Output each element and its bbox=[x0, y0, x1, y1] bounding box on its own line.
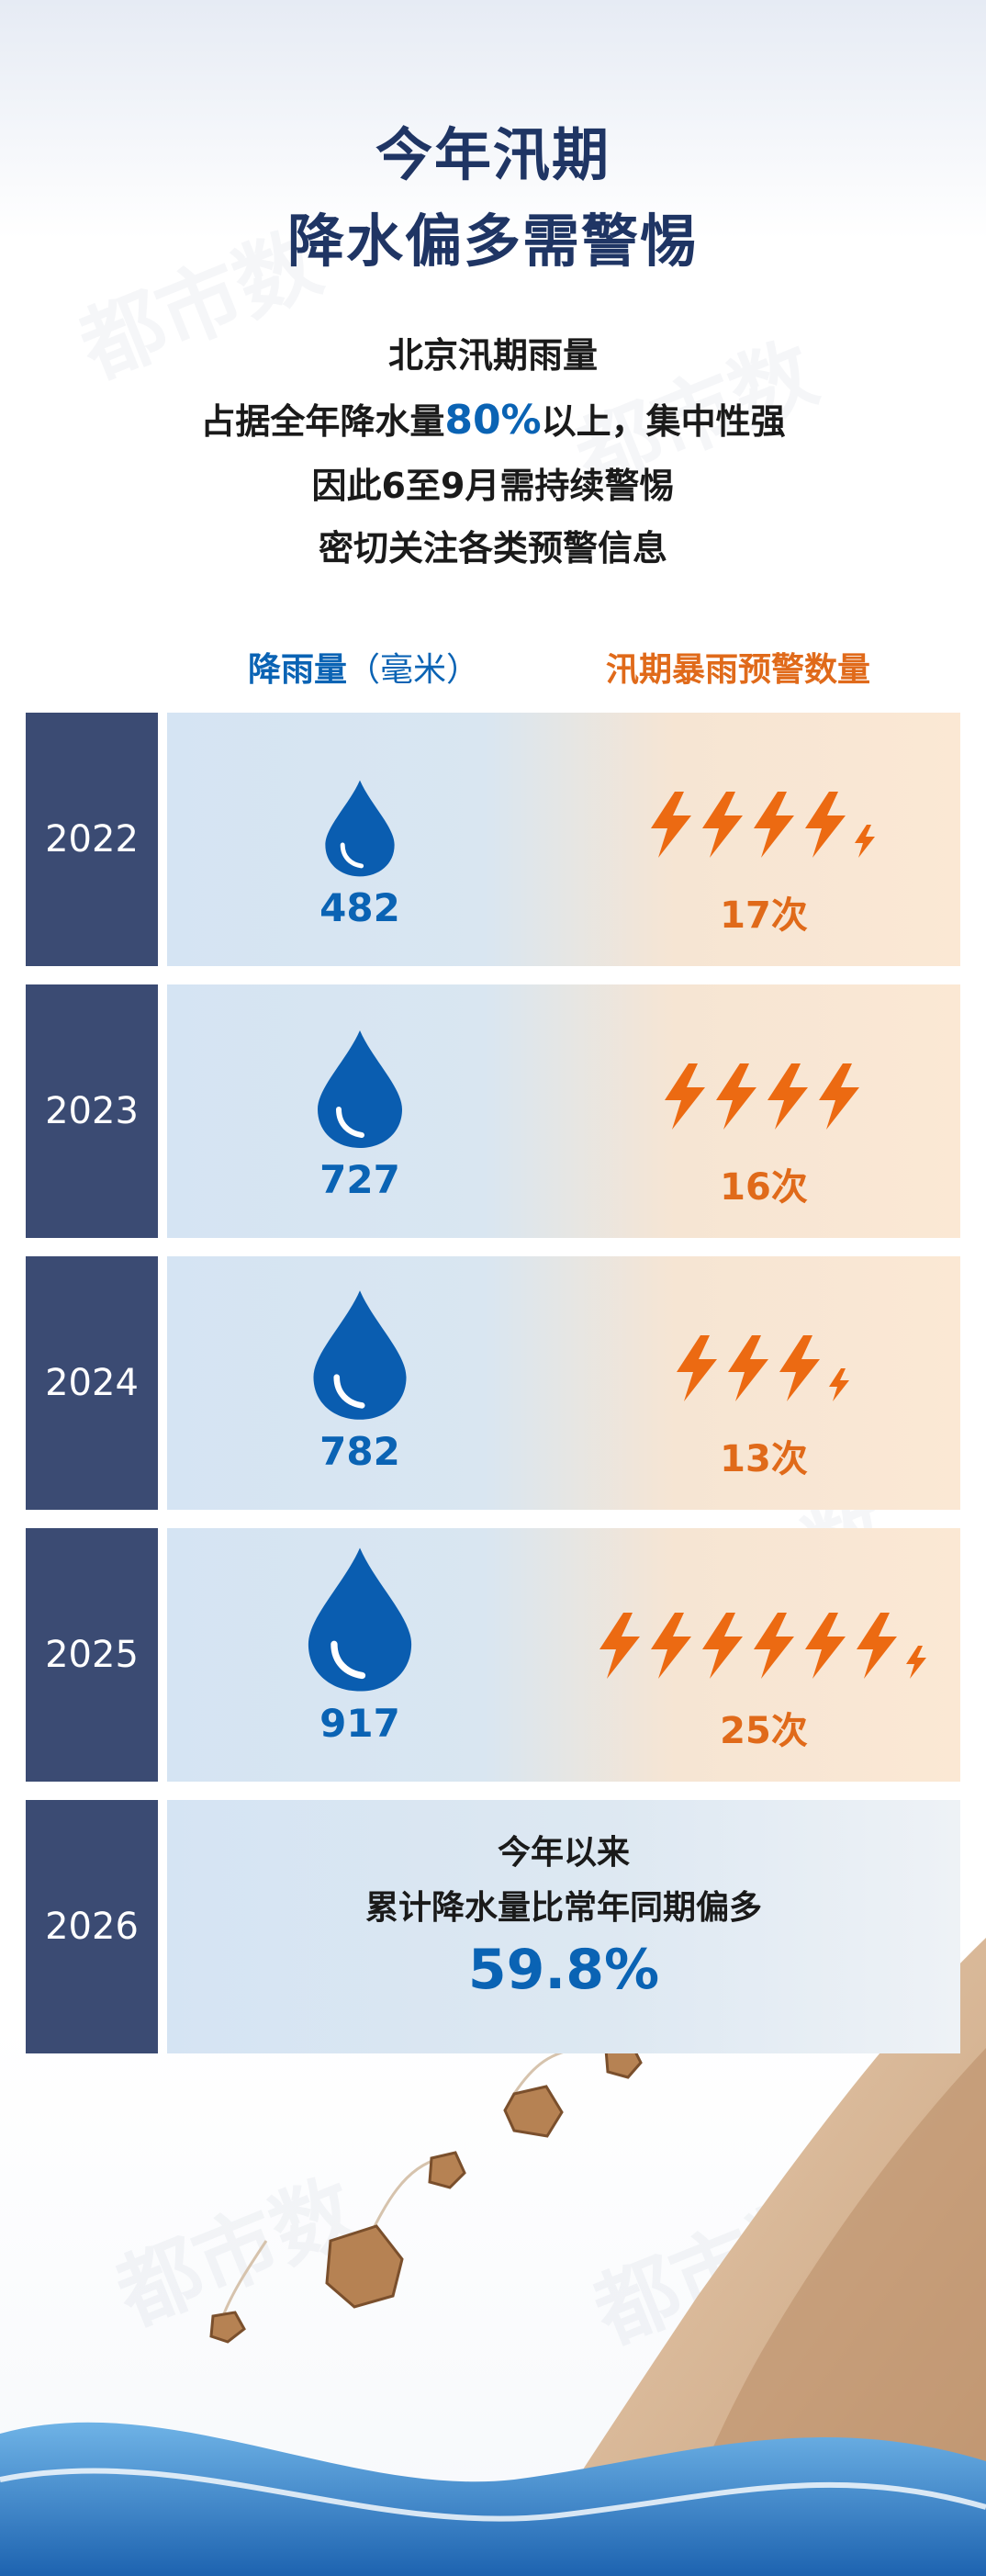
year-row: 2022 482 17次 bbox=[26, 713, 960, 966]
rainfall-value: 782 bbox=[319, 1429, 400, 1474]
lightning-icon bbox=[768, 1063, 808, 1130]
year-panel: 782 13次 bbox=[167, 1256, 960, 1510]
rainfall-value: 482 bbox=[319, 885, 400, 930]
warning-count: 16次 bbox=[720, 1166, 808, 1209]
lightning-group bbox=[596, 1613, 932, 1679]
lightning-group bbox=[661, 1063, 867, 1130]
raindrop-icon bbox=[308, 1547, 412, 1692]
highlight-percent: 80% bbox=[444, 397, 542, 444]
year-panel: 917 25次 bbox=[167, 1528, 960, 1782]
lightning-icon bbox=[651, 792, 691, 858]
warning-column-header: 汛期暴雨预警数量 bbox=[606, 651, 871, 689]
year-row: 2025 917 25次 bbox=[26, 1528, 960, 1782]
lightning-icon bbox=[805, 1613, 846, 1679]
lightning-icon bbox=[665, 1063, 705, 1130]
rainfall-value: 727 bbox=[319, 1157, 400, 1202]
current-value: 59.8% bbox=[467, 1938, 660, 2002]
rock-trail bbox=[512, 2046, 588, 2095]
rock bbox=[503, 2085, 564, 2138]
year-label: 2023 bbox=[26, 984, 158, 1238]
raindrop-icon bbox=[313, 1290, 407, 1420]
year-row: 2023 727 16次 bbox=[26, 984, 960, 1238]
lightning-icon bbox=[599, 1613, 640, 1679]
current-line1: 今年以来 bbox=[497, 1834, 630, 1872]
year-panel: 482 17次 bbox=[167, 713, 960, 966]
subtitle-line1: 北京汛期雨量 bbox=[387, 335, 598, 376]
lightning-icon bbox=[819, 1063, 859, 1130]
current-line2: 累计降水量比常年同期偏多 bbox=[364, 1889, 762, 1927]
warning-count: 17次 bbox=[720, 894, 808, 937]
year-label: 2024 bbox=[26, 1256, 158, 1510]
lightning-icon bbox=[805, 792, 846, 858]
rain-column-header: 降雨量（毫米） bbox=[248, 651, 480, 689]
current-year-panel: 今年以来 累计降水量比常年同期偏多 59.8% bbox=[167, 1800, 960, 2053]
lightning-icon bbox=[677, 1335, 717, 1401]
lightning-icon bbox=[779, 1335, 820, 1401]
current-year-row: 2026 今年以来 累计降水量比常年同期偏多 59.8% bbox=[26, 1800, 960, 2053]
warning-count: 25次 bbox=[720, 1710, 808, 1752]
wave bbox=[0, 2468, 986, 2522]
lightning-icon bbox=[728, 1335, 768, 1401]
lightning-icon bbox=[754, 1613, 794, 1679]
lightning-group bbox=[673, 1335, 855, 1401]
lightning-icon bbox=[906, 1646, 926, 1679]
subtitle-line4: 密切关注各类预警信息 bbox=[318, 528, 667, 568]
rock bbox=[428, 2151, 466, 2189]
rock-trail bbox=[218, 2240, 268, 2324]
lightning-icon bbox=[829, 1368, 849, 1401]
page-title-line2: 降水偏多需警惕 bbox=[286, 208, 699, 275]
year-panel: 727 16次 bbox=[167, 984, 960, 1238]
lightning-icon bbox=[651, 1613, 691, 1679]
subtitle-line3: 因此6至9月需持续警惕 bbox=[311, 466, 675, 506]
lightning-icon bbox=[855, 825, 875, 858]
lightning-icon bbox=[716, 1063, 756, 1130]
raindrop-icon bbox=[325, 780, 395, 877]
raindrop-icon bbox=[318, 1030, 402, 1148]
lightning-group bbox=[647, 792, 880, 858]
warning-count: 13次 bbox=[720, 1438, 808, 1480]
year-row: 2024 782 13次 bbox=[26, 1256, 960, 1510]
lightning-icon bbox=[857, 1613, 897, 1679]
lightning-icon bbox=[702, 1613, 743, 1679]
lightning-icon bbox=[754, 792, 794, 858]
water bbox=[0, 2422, 986, 2576]
rainfall-value: 917 bbox=[319, 1701, 400, 1746]
rock bbox=[325, 2224, 404, 2309]
year-label: 2026 bbox=[26, 1800, 158, 2053]
year-label: 2022 bbox=[26, 713, 158, 966]
rock bbox=[209, 2311, 246, 2344]
lightning-icon bbox=[702, 792, 743, 858]
subtitle-line2: 占据全年降水量80%以上，集中性强 bbox=[200, 397, 786, 444]
page-title-line1: 今年汛期 bbox=[375, 121, 611, 188]
year-label: 2025 bbox=[26, 1528, 158, 1782]
